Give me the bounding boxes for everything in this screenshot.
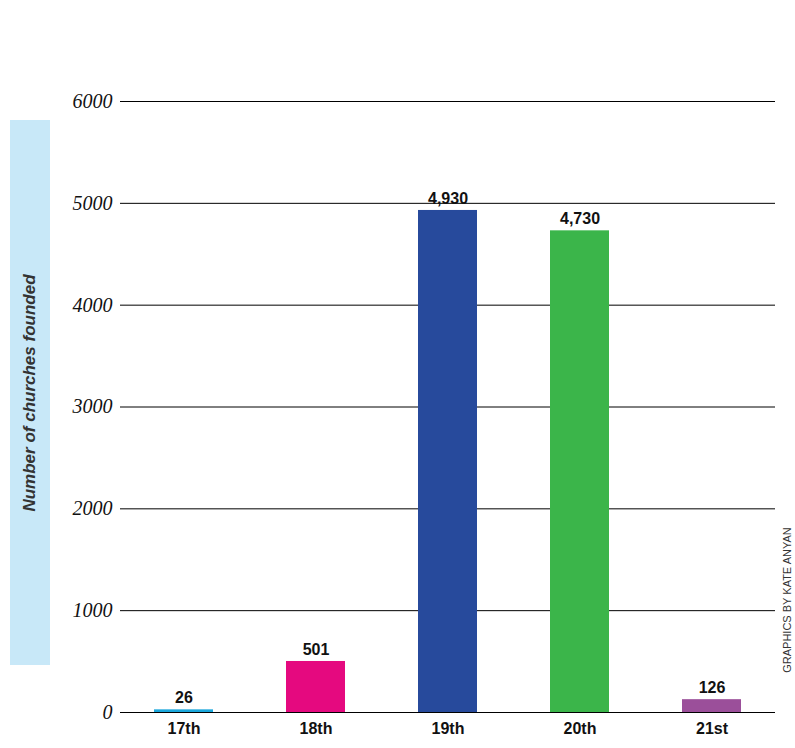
svg-text:2000: 2000 [73, 497, 113, 519]
svg-text:0: 0 [103, 701, 113, 723]
svg-text:4,930: 4,930 [428, 190, 468, 207]
svg-text:20th: 20th [564, 720, 597, 737]
svg-text:501: 501 [303, 641, 330, 658]
svg-text:6000: 6000 [73, 90, 113, 112]
html-text:GRAPHICS BY KATE ANYAN: GRAPHICS BY KATE ANYAN [781, 527, 793, 673]
svg-text:4,730: 4,730 [560, 210, 600, 227]
svg-text:1000: 1000 [73, 599, 113, 621]
svg-text:19th: 19th [432, 720, 465, 737]
svg-text:17th: 17th [168, 720, 201, 737]
svg-text:4000: 4000 [73, 294, 113, 316]
svg-text:5000: 5000 [73, 192, 113, 214]
svg-text:21st: 21st [696, 720, 729, 737]
svg-text:3000: 3000 [72, 395, 113, 417]
html-text:Number of churches founded: Number of churches founded [20, 274, 39, 511]
svg-text:126: 126 [699, 679, 726, 696]
svg-text:18th: 18th [300, 720, 333, 737]
svg-text:26: 26 [175, 689, 193, 706]
